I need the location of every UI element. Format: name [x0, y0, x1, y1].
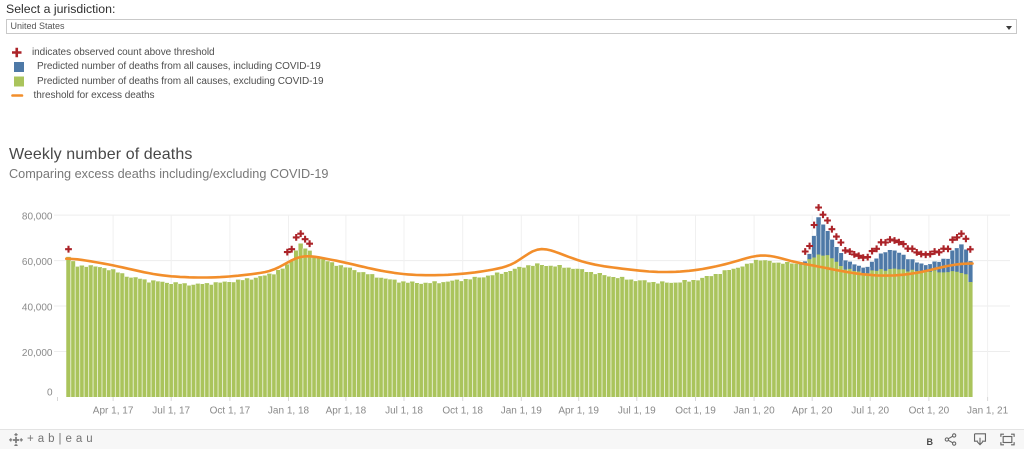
svg-text:Oct 1, 19: Oct 1, 19 [675, 406, 716, 417]
svg-text:Jan 1, 20: Jan 1, 20 [734, 406, 776, 417]
svg-text:Apr 1, 19: Apr 1, 19 [558, 406, 599, 417]
svg-text:0: 0 [47, 388, 53, 399]
svg-text:40,000: 40,000 [22, 303, 53, 314]
svg-text:Oct 1, 18: Oct 1, 18 [442, 406, 483, 417]
svg-text:60,000: 60,000 [22, 257, 53, 268]
svg-text:Apr 1, 18: Apr 1, 18 [326, 406, 367, 417]
svg-text:Jan 1, 19: Jan 1, 19 [501, 406, 543, 417]
svg-text:Oct 1, 17: Oct 1, 17 [210, 406, 251, 417]
svg-text:Jan 1, 18: Jan 1, 18 [268, 406, 310, 417]
svg-text:Apr 1, 20: Apr 1, 20 [792, 406, 833, 417]
svg-text:Oct 1, 20: Oct 1, 20 [909, 406, 950, 417]
svg-text:Jul 1, 17: Jul 1, 17 [152, 406, 190, 417]
svg-text:Jul 1, 20: Jul 1, 20 [851, 406, 889, 417]
svg-text:Apr 1, 17: Apr 1, 17 [93, 406, 134, 417]
svg-text:Jul 1, 18: Jul 1, 18 [385, 406, 423, 417]
svg-text:Jan 1, 21: Jan 1, 21 [967, 406, 1009, 417]
svg-text:20,000: 20,000 [22, 348, 53, 359]
svg-text:80,000: 80,000 [22, 212, 53, 223]
svg-text:Jul 1, 19: Jul 1, 19 [618, 406, 656, 417]
